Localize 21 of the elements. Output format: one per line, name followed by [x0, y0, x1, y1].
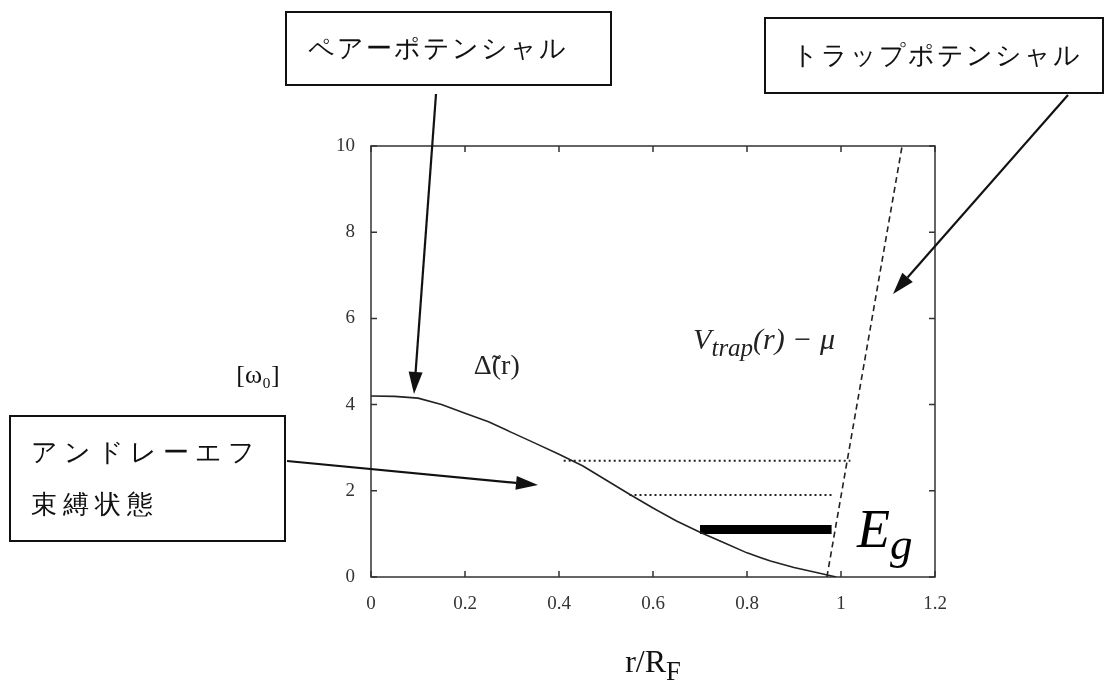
x-tick-label: 1.2 [923, 592, 947, 614]
series-label: V$_{trap}$(r) − μ [693, 322, 836, 363]
x-tick-label: 0.4 [547, 592, 572, 614]
y-axis-title: [ω₀] [236, 360, 280, 390]
y-tick-label: 8 [345, 220, 355, 242]
series-label: E$_{g}$ [857, 498, 913, 570]
y-tick-label: 2 [345, 478, 355, 500]
x-tick-label: 0 [366, 592, 376, 614]
text: トラップポテンシャル [792, 40, 1083, 72]
x-axis-title: r/R$_{F}$ [625, 643, 681, 687]
series-label: Δ̃(r) [473, 348, 520, 381]
x-tick-label: 0.8 [735, 592, 759, 614]
y-tick-label: 10 [336, 133, 355, 155]
text: ペアーポテンシャル [308, 33, 569, 65]
x-tick-label: 1 [836, 592, 846, 614]
y-tick-label: 4 [345, 392, 356, 414]
y-tick-label: 6 [345, 306, 355, 328]
x-tick-label: 0.6 [641, 592, 665, 614]
text: アンドレーエフ束縛状態 [31, 436, 262, 521]
x-tick-label: 0.2 [453, 592, 477, 614]
y-tick-label: 0 [345, 564, 355, 586]
